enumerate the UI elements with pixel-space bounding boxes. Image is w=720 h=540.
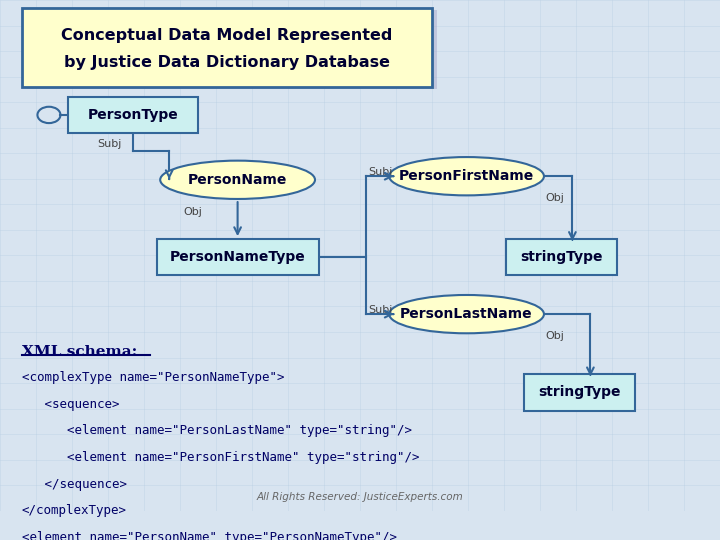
Text: </complexType>: </complexType> [22, 504, 127, 517]
FancyBboxPatch shape [505, 239, 618, 275]
FancyBboxPatch shape [524, 374, 636, 411]
Text: <sequence>: <sequence> [22, 398, 119, 411]
Ellipse shape [389, 157, 544, 195]
Text: </sequence>: </sequence> [22, 477, 127, 490]
Text: <element name="PersonName" type="PersonNameType"/>: <element name="PersonName" type="PersonN… [22, 531, 397, 540]
FancyBboxPatch shape [27, 10, 437, 90]
Text: <element name="PersonLastName" type="string"/>: <element name="PersonLastName" type="str… [22, 424, 412, 437]
Text: <element name="PersonFirstName" type="string"/>: <element name="PersonFirstName" type="st… [22, 451, 419, 464]
Text: XML schema:: XML schema: [22, 345, 137, 359]
Ellipse shape [161, 160, 315, 199]
Text: Subj: Subj [369, 305, 393, 315]
Text: PersonNameType: PersonNameType [170, 250, 305, 264]
Text: Obj: Obj [184, 207, 202, 217]
Ellipse shape [389, 295, 544, 333]
FancyBboxPatch shape [22, 8, 432, 87]
Text: Subj: Subj [369, 167, 393, 177]
Text: Conceptual Data Model Represented: Conceptual Data Model Represented [61, 28, 392, 43]
Text: stringType: stringType [539, 385, 621, 399]
FancyBboxPatch shape [68, 97, 198, 133]
Text: PersonLastName: PersonLastName [400, 307, 533, 321]
Text: PersonFirstName: PersonFirstName [399, 169, 534, 183]
FancyBboxPatch shape [157, 239, 319, 275]
Text: Obj: Obj [546, 193, 564, 202]
Text: <complexType name="PersonNameType">: <complexType name="PersonNameType"> [22, 372, 284, 384]
Text: stringType: stringType [521, 250, 603, 264]
Text: Subj: Subj [97, 139, 122, 149]
Text: All Rights Reserved: JusticeExperts.com: All Rights Reserved: JusticeExperts.com [256, 491, 464, 502]
Text: Obj: Obj [546, 330, 564, 341]
Text: by Justice Data Dictionary Database: by Justice Data Dictionary Database [64, 55, 390, 70]
Text: PersonType: PersonType [88, 108, 179, 122]
Text: PersonName: PersonName [188, 173, 287, 187]
